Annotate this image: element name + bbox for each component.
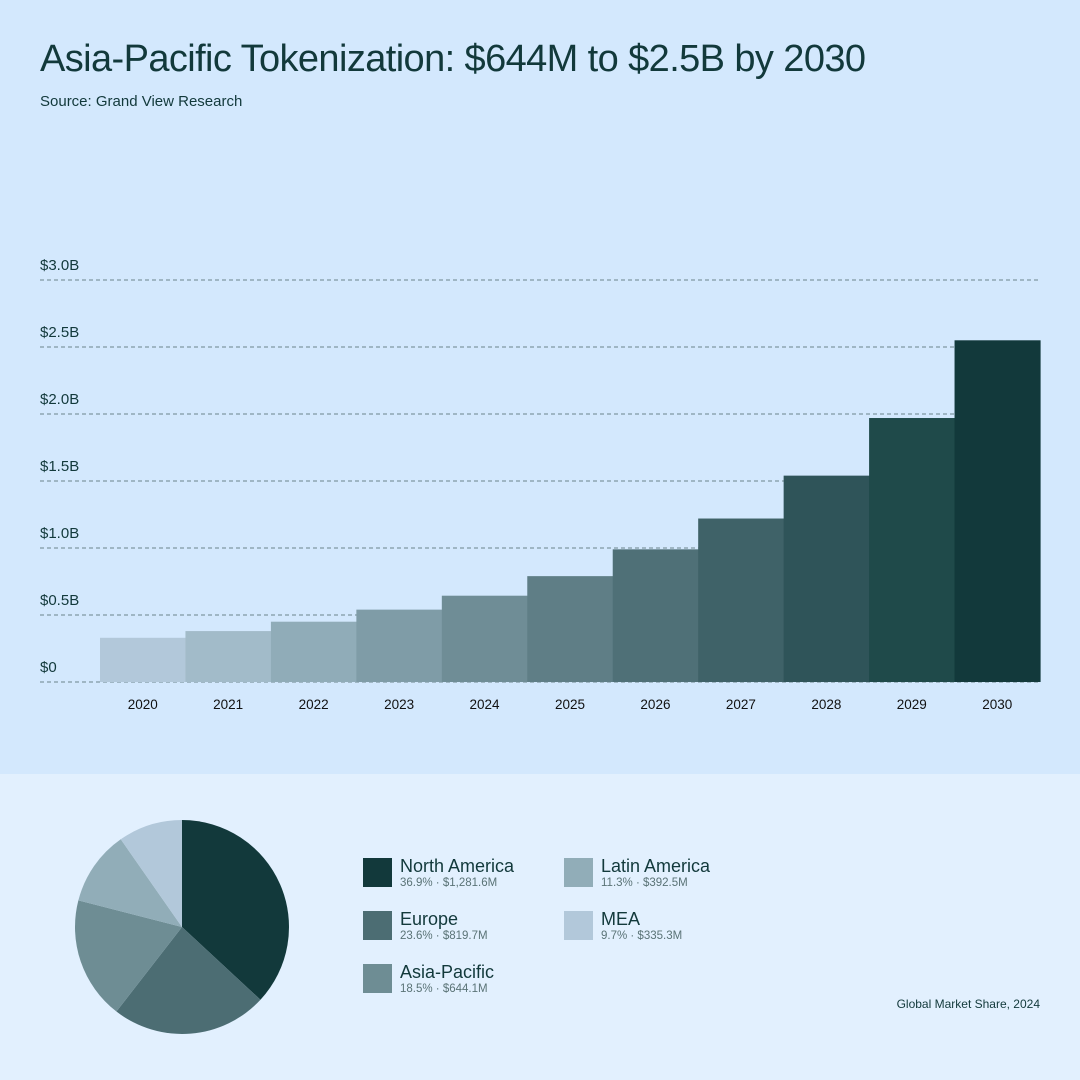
y-tick-label: $1.0B xyxy=(40,525,79,542)
legend-label: MEA xyxy=(601,909,641,929)
chart-title: Asia-Pacific Tokenization: $644M to $2.5… xyxy=(40,38,866,80)
bar-2021 xyxy=(185,631,272,682)
legend-swatch xyxy=(363,964,392,993)
legend-item-asia-pacific: Asia-Pacific 18.5% · $644.1M xyxy=(363,962,563,1002)
pie-slice-north-america xyxy=(182,820,289,1000)
x-tick-label: 2024 xyxy=(470,697,501,712)
y-tick-label: $2.5B xyxy=(40,324,79,341)
x-tick-label: 2020 xyxy=(128,697,158,712)
y-tick-label: $1.5B xyxy=(40,458,79,475)
bar-2024 xyxy=(441,595,528,682)
x-tick-label: 2029 xyxy=(897,697,927,712)
legend-detail: 18.5% · $644.1M xyxy=(400,983,488,995)
bar-2025 xyxy=(527,576,614,682)
bar-2029 xyxy=(869,418,956,682)
legend-detail: 36.9% · $1,281.6M xyxy=(400,877,498,889)
legend-swatch xyxy=(564,858,593,887)
y-tick-label: $2.0B xyxy=(40,391,79,408)
pie-slice-asia-pacific xyxy=(74,900,182,1012)
legend-label: Latin America xyxy=(601,856,711,876)
x-tick-label: 2030 xyxy=(982,697,1012,712)
legend-label: Asia-Pacific xyxy=(400,962,495,982)
bar-2027 xyxy=(698,518,785,682)
x-tick-label: 2023 xyxy=(384,697,414,712)
legend-detail: 23.6% · $819.7M xyxy=(400,930,488,942)
bar-2026 xyxy=(612,549,699,682)
pie-chart xyxy=(74,820,289,1034)
x-tick-label: 2026 xyxy=(640,697,670,712)
legend-detail: 11.3% · $392.5M xyxy=(601,877,688,889)
legend-item-europe: Europe 23.6% · $819.7M xyxy=(363,909,563,949)
legend-label: North America xyxy=(400,856,515,876)
legend-swatch xyxy=(363,911,392,940)
y-tick-label: $0 xyxy=(40,659,57,676)
legend-item-latin-america: Latin America 11.3% · $392.5M xyxy=(564,856,764,896)
pie-slice-latin-america xyxy=(78,839,182,927)
bar-2028 xyxy=(783,475,870,682)
bar-2020 xyxy=(100,637,187,682)
legend-item-north-america: North America 36.9% · $1,281.6M xyxy=(363,856,563,896)
x-tick-label: 2028 xyxy=(811,697,841,712)
pie-caption: Global Market Share, 2024 xyxy=(896,997,1040,1011)
legend-item-mea: MEA 9.7% · $335.3M xyxy=(564,909,764,949)
pie-slice-europe xyxy=(116,927,261,1034)
bar-2022 xyxy=(270,621,357,682)
bar-2030 xyxy=(954,340,1041,682)
bar-2023 xyxy=(356,609,443,682)
y-tick-label: $0.5B xyxy=(40,592,79,609)
legend-swatch xyxy=(564,911,593,940)
legend-swatch xyxy=(363,858,392,887)
legend-label: Europe xyxy=(400,909,459,929)
y-tick-label: $3.0B xyxy=(40,257,79,274)
chart-source: Source: Grand View Research xyxy=(40,93,243,110)
x-tick-label: 2025 xyxy=(555,697,585,712)
pie-slice-mea xyxy=(120,820,182,927)
legend-detail: 9.7% · $335.3M xyxy=(601,930,683,942)
x-tick-label: 2021 xyxy=(213,697,243,712)
bar-chart: $0 $0.5B $1.0B $1.5B $2.0B $2.5B $3.0B 2020 2021… xyxy=(40,257,1041,712)
x-tick-label: 2027 xyxy=(726,697,756,712)
x-tick-label: 2022 xyxy=(299,697,329,712)
